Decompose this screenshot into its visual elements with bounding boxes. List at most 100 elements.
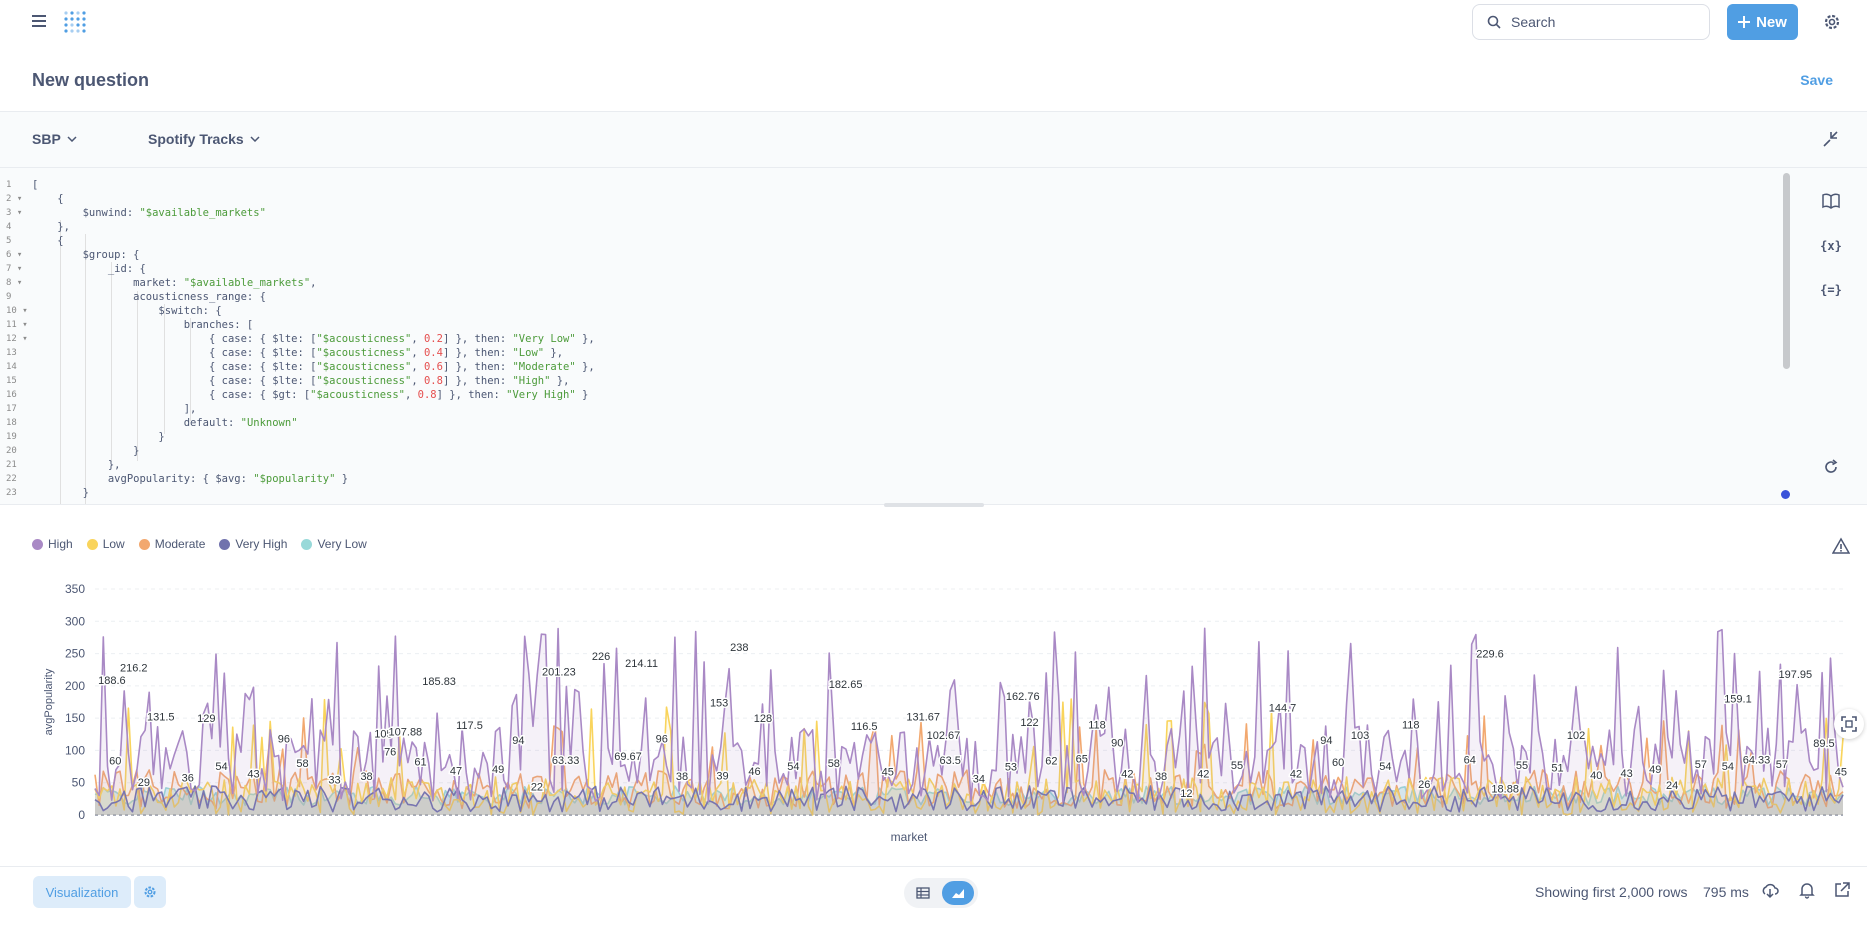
screenshot-button[interactable] xyxy=(1834,709,1864,739)
search-input[interactable]: Search xyxy=(1472,4,1710,40)
snippets-button[interactable]: {=} xyxy=(1820,279,1842,301)
search-icon xyxy=(1487,15,1501,29)
data-label: 38 xyxy=(1155,771,1167,783)
y-tick-label: 150 xyxy=(65,711,85,725)
data-label: 57 xyxy=(1695,759,1707,771)
data-label: 131.67 xyxy=(906,712,940,724)
legend-item[interactable]: High xyxy=(32,537,73,551)
editor-status-dot xyxy=(1781,490,1790,499)
data-label: 197.95 xyxy=(1778,669,1812,681)
line-number: 21 xyxy=(6,460,17,470)
legend-label: Moderate xyxy=(154,537,206,551)
line-number: 18 xyxy=(6,418,17,428)
data-label: 38 xyxy=(360,771,372,783)
gear-icon[interactable] xyxy=(1822,12,1842,32)
data-label: 49 xyxy=(492,764,504,776)
external-link-icon[interactable] xyxy=(1833,881,1851,899)
data-label: 61 xyxy=(414,756,426,768)
visualization-settings-button[interactable] xyxy=(134,876,166,908)
y-axis-label: avgPopularity xyxy=(43,668,55,735)
code-line: ], xyxy=(32,403,197,415)
gear-icon xyxy=(144,886,156,898)
menu-icon[interactable] xyxy=(30,13,48,29)
code-line: avgPopularity: { $avg: "$popularity" } xyxy=(32,473,349,485)
area-chart-icon xyxy=(952,889,964,898)
line-number: 2 ▾ xyxy=(6,194,23,204)
new-button[interactable]: New xyxy=(1727,4,1798,40)
legend-item[interactable]: Very Low xyxy=(301,537,367,551)
data-label: 29 xyxy=(138,777,150,789)
y-tick-label: 200 xyxy=(65,679,85,693)
database-select[interactable]: SBP xyxy=(32,131,77,147)
data-label: 43 xyxy=(247,769,259,781)
visualization-button[interactable]: Visualization xyxy=(33,876,131,908)
series-line xyxy=(94,785,1844,813)
legend-dot xyxy=(138,538,150,550)
code-line: { case: { $lte: ["$acousticness", 0.8] }… xyxy=(32,375,570,387)
data-label: 182.65 xyxy=(829,679,863,691)
download-icon[interactable] xyxy=(1761,881,1779,899)
data-label: 58 xyxy=(296,758,308,770)
top-navigation-bar: Search New xyxy=(0,0,1867,44)
data-label: 76 xyxy=(384,747,396,759)
data-label: 128 xyxy=(754,713,772,725)
y-tick-label: 0 xyxy=(78,808,85,822)
chart-view-button[interactable] xyxy=(942,881,974,905)
variables-button[interactable]: {x} xyxy=(1820,235,1842,257)
editor-scrollbar-thumb[interactable] xyxy=(1783,173,1790,369)
editor-resize-handle[interactable] xyxy=(884,503,984,507)
save-button[interactable]: Save xyxy=(1800,72,1833,88)
code-line: { xyxy=(32,235,64,247)
x-axis-label: market xyxy=(891,830,928,844)
data-label: 33 xyxy=(328,774,340,786)
data-label: 26 xyxy=(1418,779,1430,791)
collection-select[interactable]: Spotify Tracks xyxy=(148,131,260,147)
data-label: 34 xyxy=(973,774,985,786)
data-label: 46 xyxy=(748,766,760,778)
data-label: 64.33 xyxy=(1743,754,1771,766)
legend-item[interactable]: Low xyxy=(86,537,125,551)
chart-legend: High Low Moderate Very High Very Low xyxy=(32,537,367,551)
data-label: 105 xyxy=(374,729,392,741)
data-label: 118 xyxy=(1402,719,1420,731)
line-number: 15 xyxy=(6,376,17,386)
line-number: 12 ▾ xyxy=(6,334,28,344)
book-icon xyxy=(1822,193,1840,209)
y-tick-label: 50 xyxy=(72,776,86,790)
collapse-editor-icon[interactable] xyxy=(1821,130,1839,148)
bell-icon[interactable] xyxy=(1798,881,1816,899)
table-view-button[interactable] xyxy=(910,883,936,903)
data-label: 159.1 xyxy=(1724,694,1752,706)
plus-icon xyxy=(1738,16,1751,28)
line-number: 19 xyxy=(6,432,17,442)
data-label: 226 xyxy=(592,651,610,663)
data-label: 60 xyxy=(109,756,121,768)
data-label: 57 xyxy=(1776,759,1788,771)
legend-item[interactable]: Moderate xyxy=(138,537,206,551)
legend-item[interactable]: Very High xyxy=(219,537,287,551)
legend-dot xyxy=(219,538,231,550)
data-label: 103 xyxy=(1351,730,1369,742)
data-label: 116.5 xyxy=(851,721,878,733)
code-line: default: "Unknown" xyxy=(32,417,298,429)
data-label: 22 xyxy=(531,781,543,793)
legend-dot xyxy=(86,538,98,550)
code-line: } xyxy=(32,487,89,499)
data-label: 55 xyxy=(1231,760,1243,772)
code-text[interactable]: [ { $unwind: "$available_markets" }, { $… xyxy=(32,178,595,500)
data-reference-button[interactable] xyxy=(1820,190,1842,212)
area-chart[interactable]: 0 50 100 150 200 250 300 350 avgPopularity market… xyxy=(0,570,1867,940)
code-line: { case: { $gt: ["$acousticness", 0.8] },… xyxy=(32,389,589,401)
y-tick-label: 300 xyxy=(65,614,85,628)
data-label: 153 xyxy=(710,698,728,710)
run-query-button[interactable] xyxy=(1820,456,1842,478)
line-number: 9 xyxy=(6,292,12,302)
metabase-logo-icon[interactable] xyxy=(62,9,90,37)
line-number: 17 xyxy=(6,404,17,414)
data-label: 238 xyxy=(730,642,748,654)
warning-icon[interactable] xyxy=(1832,537,1850,555)
data-label: 18.88 xyxy=(1491,783,1519,795)
data-label: 144.7 xyxy=(1269,703,1297,715)
legend-label: Very Low xyxy=(317,537,367,551)
